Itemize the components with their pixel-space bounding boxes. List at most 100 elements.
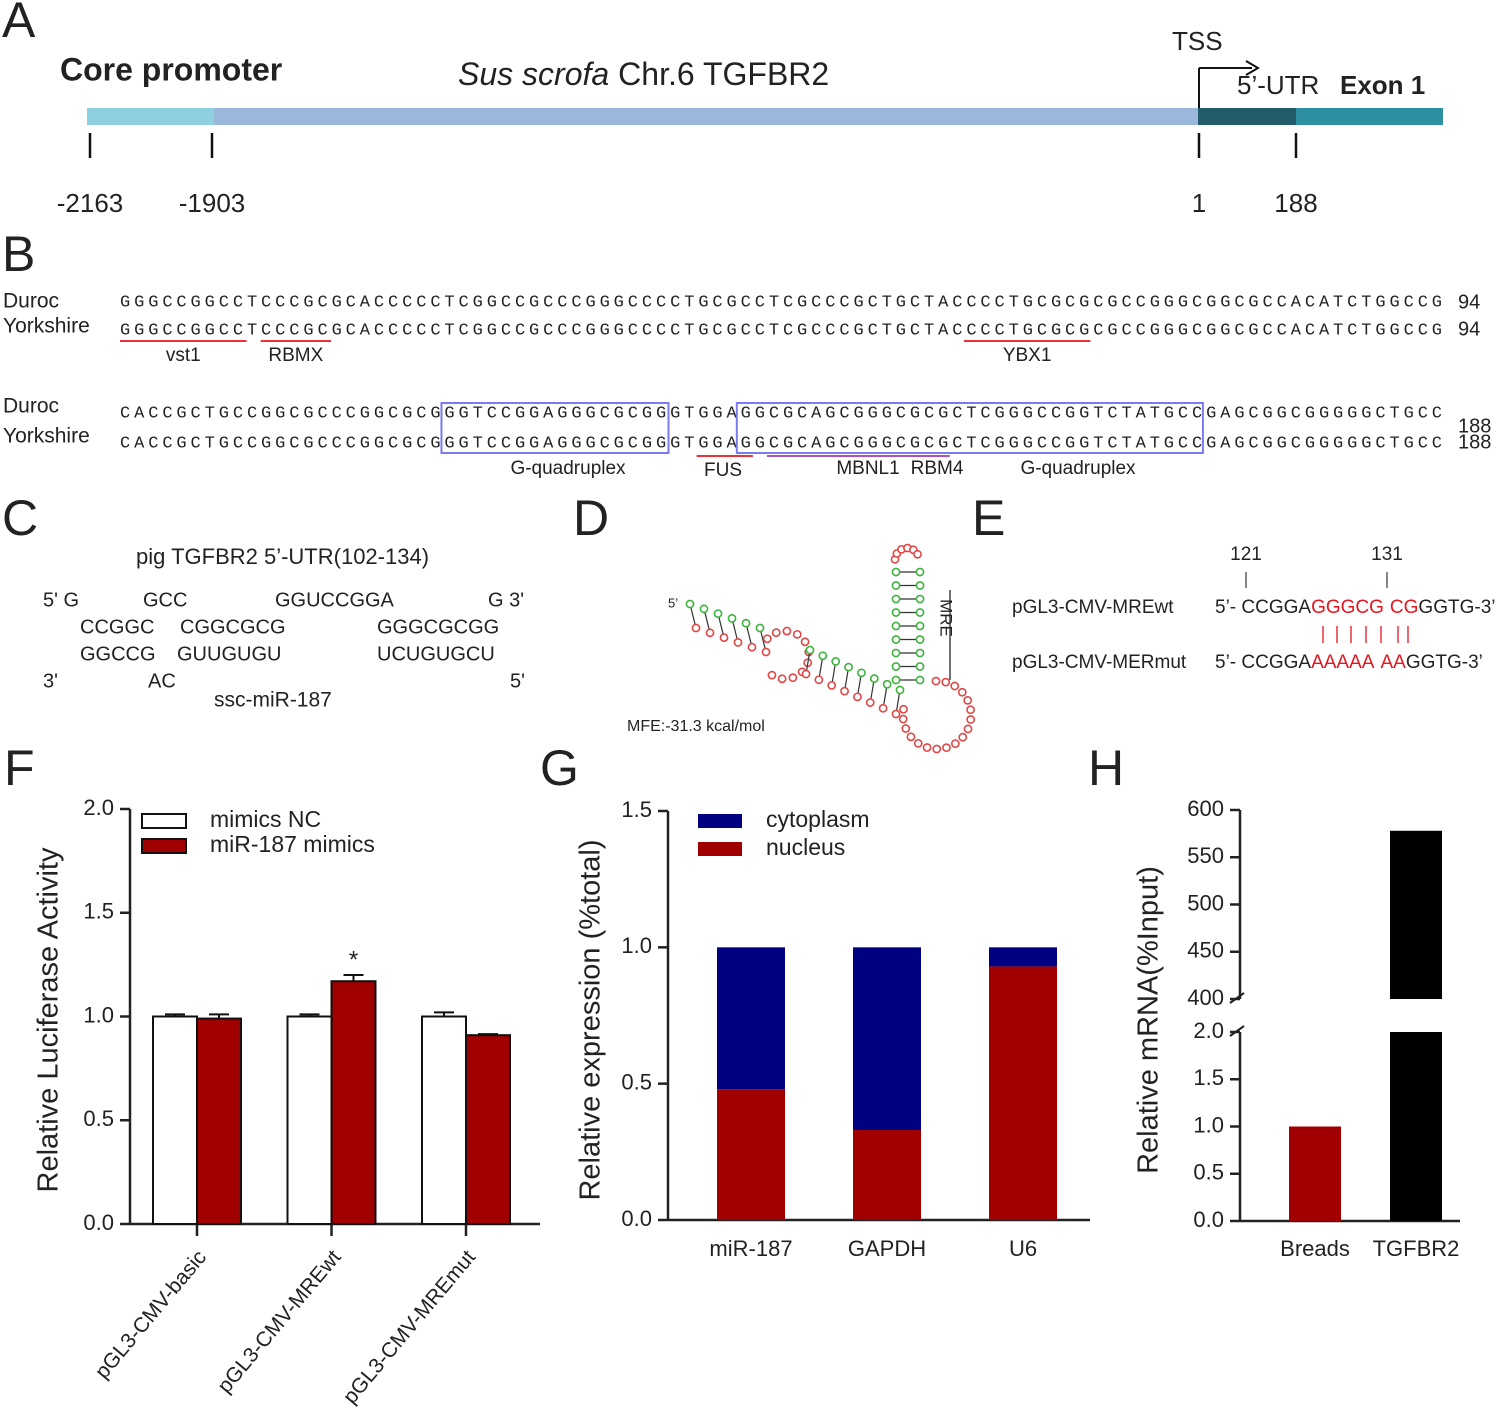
y-tick-label: 1.0 [1193,1112,1224,1137]
y-tick-label: 400 [1187,985,1224,1010]
nucleotide [891,648,901,658]
mirna-name: ssc-miR-187 [214,689,332,712]
gene-segment [1296,108,1443,125]
nucleotide [699,604,709,614]
nucleotide [913,738,923,748]
utr-label: 5’-UTR [1237,70,1319,100]
nucleotide [932,744,942,754]
legend-swatch [141,838,187,854]
nucleotide [869,674,879,683]
bar-segment [989,947,1057,967]
nucleotide [891,594,901,604]
breed-name: Duroc [3,395,59,418]
feature-label: MBNL1 [836,458,899,479]
nucleotide [963,695,973,705]
arrow-head [1245,60,1260,76]
nucleotide [865,698,875,707]
core-promoter: Core promoter [60,51,282,87]
nucleotide [727,614,737,623]
nucleotide [755,623,765,633]
position-label: -2163 [57,188,124,218]
y-tick-label: 2.0 [83,795,114,820]
nucleotide [891,662,901,671]
sequence: CACCGCTGCCGGCGCCCGGCGCGGGTCCGGAGGGCGCGGG… [120,404,1442,423]
nucleotide [741,618,751,628]
seq-end: 94 [1458,318,1480,340]
seq-end: 188 [1458,415,1491,437]
nucleotide [915,621,925,631]
construct-seq: 5’- CCGGAGGGCG CGGGTG-3’ [1215,597,1495,618]
nucleotide [891,621,901,631]
duplex-text: CCGGC [80,616,154,638]
duplex-text: GCC [143,589,187,611]
nucleotide [915,635,925,644]
nucleotide [891,608,901,617]
duplex-text: CGGCGCG [180,616,286,638]
x-tick-label: U6 [1009,1236,1037,1261]
error-bar [343,974,364,982]
nucleotide [891,581,901,590]
feature-label: vst1 [166,345,201,366]
c-title: pig TGFBR2 5’-UTR(102-134) [136,544,429,569]
legend-swatch [698,814,742,828]
bar-segment [853,947,921,1131]
gene-segment [214,108,1198,125]
legend-label: cytoplasm [766,806,870,832]
x-tick-label: pGL3-CMV-MREwt [213,1246,345,1398]
nucleotide [762,634,772,644]
nucleotide [878,703,888,713]
seq-part: 5’- CCGGA [1215,652,1311,673]
duplex-text: 3' [43,670,58,692]
species: Sus scrofa [458,56,609,92]
nucleotide [942,743,951,753]
y-tick-label: 0.0 [1193,1207,1224,1232]
x-tick-label: pGL3-CMV-MREmut [339,1246,480,1408]
gene-title: Sus scrofa Chr.6 TGFBR2 [458,56,829,92]
nucleotide [915,567,925,577]
construct-name: pGL3-CMV-MREwt [1012,597,1174,618]
mre-label: MRE [937,599,956,637]
nucleotide [950,739,960,749]
nucleotide [782,626,792,636]
duplex-text: UCUGUGCU [377,643,495,665]
exon-label: Exon 1 [1340,70,1425,100]
bar-upper [1390,830,1442,999]
bar [286,1015,333,1225]
y-tick-label: 1.0 [83,1002,114,1027]
nucleotide [800,637,810,647]
construct-name: pGL3-CMV-MERmut [1012,652,1187,673]
duplex-text: GGCCG [80,643,156,665]
feature-label: RBM4 [911,458,964,479]
nucleotide [966,715,976,724]
breed-name: Duroc [3,290,59,313]
significance: * [349,946,358,973]
nucleotide [747,642,757,652]
nucleotide [915,594,925,604]
bar-segment [717,1089,785,1220]
panel-label: A [2,0,36,48]
nucleotide [733,638,743,647]
y-tick-label: 2.0 [1193,1018,1224,1043]
feature-label: FUS [704,460,742,481]
nucleotide [882,679,892,689]
y-axis-label: Relative mRNA(%Input) [1133,866,1165,1174]
nucleotide [906,732,916,742]
seq-part: GGGCG [1311,597,1384,618]
gene: Chr.6 TGFBR2 [618,56,829,92]
nucleotide [788,673,798,683]
y-tick-label: 0.5 [621,1069,652,1094]
x-tick-label: TGFBR2 [1373,1236,1460,1261]
nucleotide [915,581,925,590]
y-tick-label: 0.0 [83,1210,114,1235]
bar [465,1034,511,1226]
duplex-text: AC [148,670,176,692]
y-tick-label: 600 [1187,796,1224,821]
position-label: 188 [1274,188,1317,218]
duplex-text: GGGCGCGG [377,616,499,638]
feature-label: G-quadruplex [1020,458,1136,479]
nucleotide [891,709,901,719]
error-bar [478,1033,498,1036]
breed-name: Yorkshire [3,425,90,448]
nucleotide [840,686,849,696]
gene-segment [1198,108,1296,125]
